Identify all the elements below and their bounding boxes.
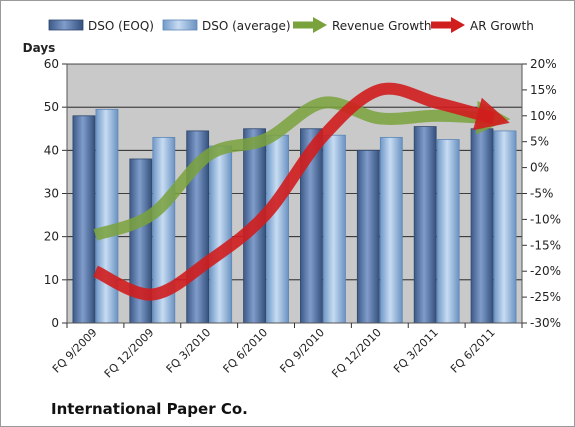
x-tick-label: FQ 3/2011 [391, 326, 441, 376]
bar [413, 126, 437, 324]
y2-tick-label: -5% [530, 187, 553, 201]
line-series [92, 82, 511, 301]
bar [379, 136, 403, 324]
bar [493, 130, 517, 324]
series-line [93, 96, 511, 241]
bar [95, 108, 119, 324]
x-tick-label: FQ 9/2010 [277, 326, 327, 376]
y-tick-label: 0 [51, 316, 59, 330]
bar [209, 145, 233, 324]
y2-tick-label: -10% [530, 212, 561, 226]
y2-tick-label: -15% [530, 238, 561, 252]
legend-arrow-icon [451, 17, 465, 33]
legend: DSO (EOQ) DSO (average) Revenue Growth AR G… [48, 17, 534, 33]
x-tick-label: FQ 12/2009 [102, 326, 157, 381]
y-tick-label: 50 [44, 100, 59, 114]
y2-tick-label: 15% [530, 83, 557, 97]
legend-label: AR Growth [470, 19, 534, 33]
y-tick-label: 40 [44, 143, 59, 157]
x-tick-label: FQ 9/2009 [50, 326, 100, 376]
y2-tick-label: -30% [530, 316, 561, 330]
bar [72, 115, 96, 324]
y-tick-label: 60 [44, 57, 59, 71]
x-tick-label: FQ 6/2010 [221, 326, 271, 376]
bar [356, 149, 380, 324]
bar [436, 139, 460, 324]
legend-label: DSO (average) [202, 19, 291, 33]
bar-series [72, 108, 517, 324]
bar [266, 134, 289, 324]
y2-tick-label: 10% [530, 109, 557, 123]
bar [470, 128, 494, 324]
legend-label: Revenue Growth [332, 19, 432, 33]
x-tick-label: FQ 3/2010 [164, 326, 214, 376]
bar [323, 134, 346, 324]
y-tick-label: 10 [44, 273, 59, 287]
y2-tick-label: 0% [530, 161, 549, 175]
x-tick-label: FQ 12/2010 [329, 326, 384, 381]
legend-swatch [48, 19, 84, 31]
y-tick-label: 20 [44, 230, 59, 244]
legend-arrow-icon [313, 17, 327, 33]
y-axis-title: Days [23, 41, 56, 55]
y2-tick-label: 5% [530, 135, 549, 149]
y-tick-label: 30 [44, 187, 59, 201]
legend-label: DSO (EOQ) [88, 19, 154, 33]
y2-tick-label: -20% [530, 264, 561, 278]
series-line [92, 82, 510, 301]
y2-tick-label: -25% [530, 290, 561, 304]
company-caption: International Paper Co. [51, 400, 248, 418]
x-tick-label: FQ 6/2011 [448, 326, 498, 376]
legend-swatch [162, 19, 198, 31]
y2-tick-label: 20% [530, 57, 557, 71]
